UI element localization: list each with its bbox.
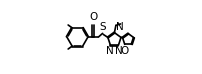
Text: O: O: [120, 46, 128, 56]
Text: N: N: [115, 46, 123, 56]
Text: N: N: [116, 22, 123, 32]
Text: S: S: [100, 22, 106, 32]
Text: N: N: [106, 46, 114, 56]
Text: O: O: [89, 13, 97, 22]
